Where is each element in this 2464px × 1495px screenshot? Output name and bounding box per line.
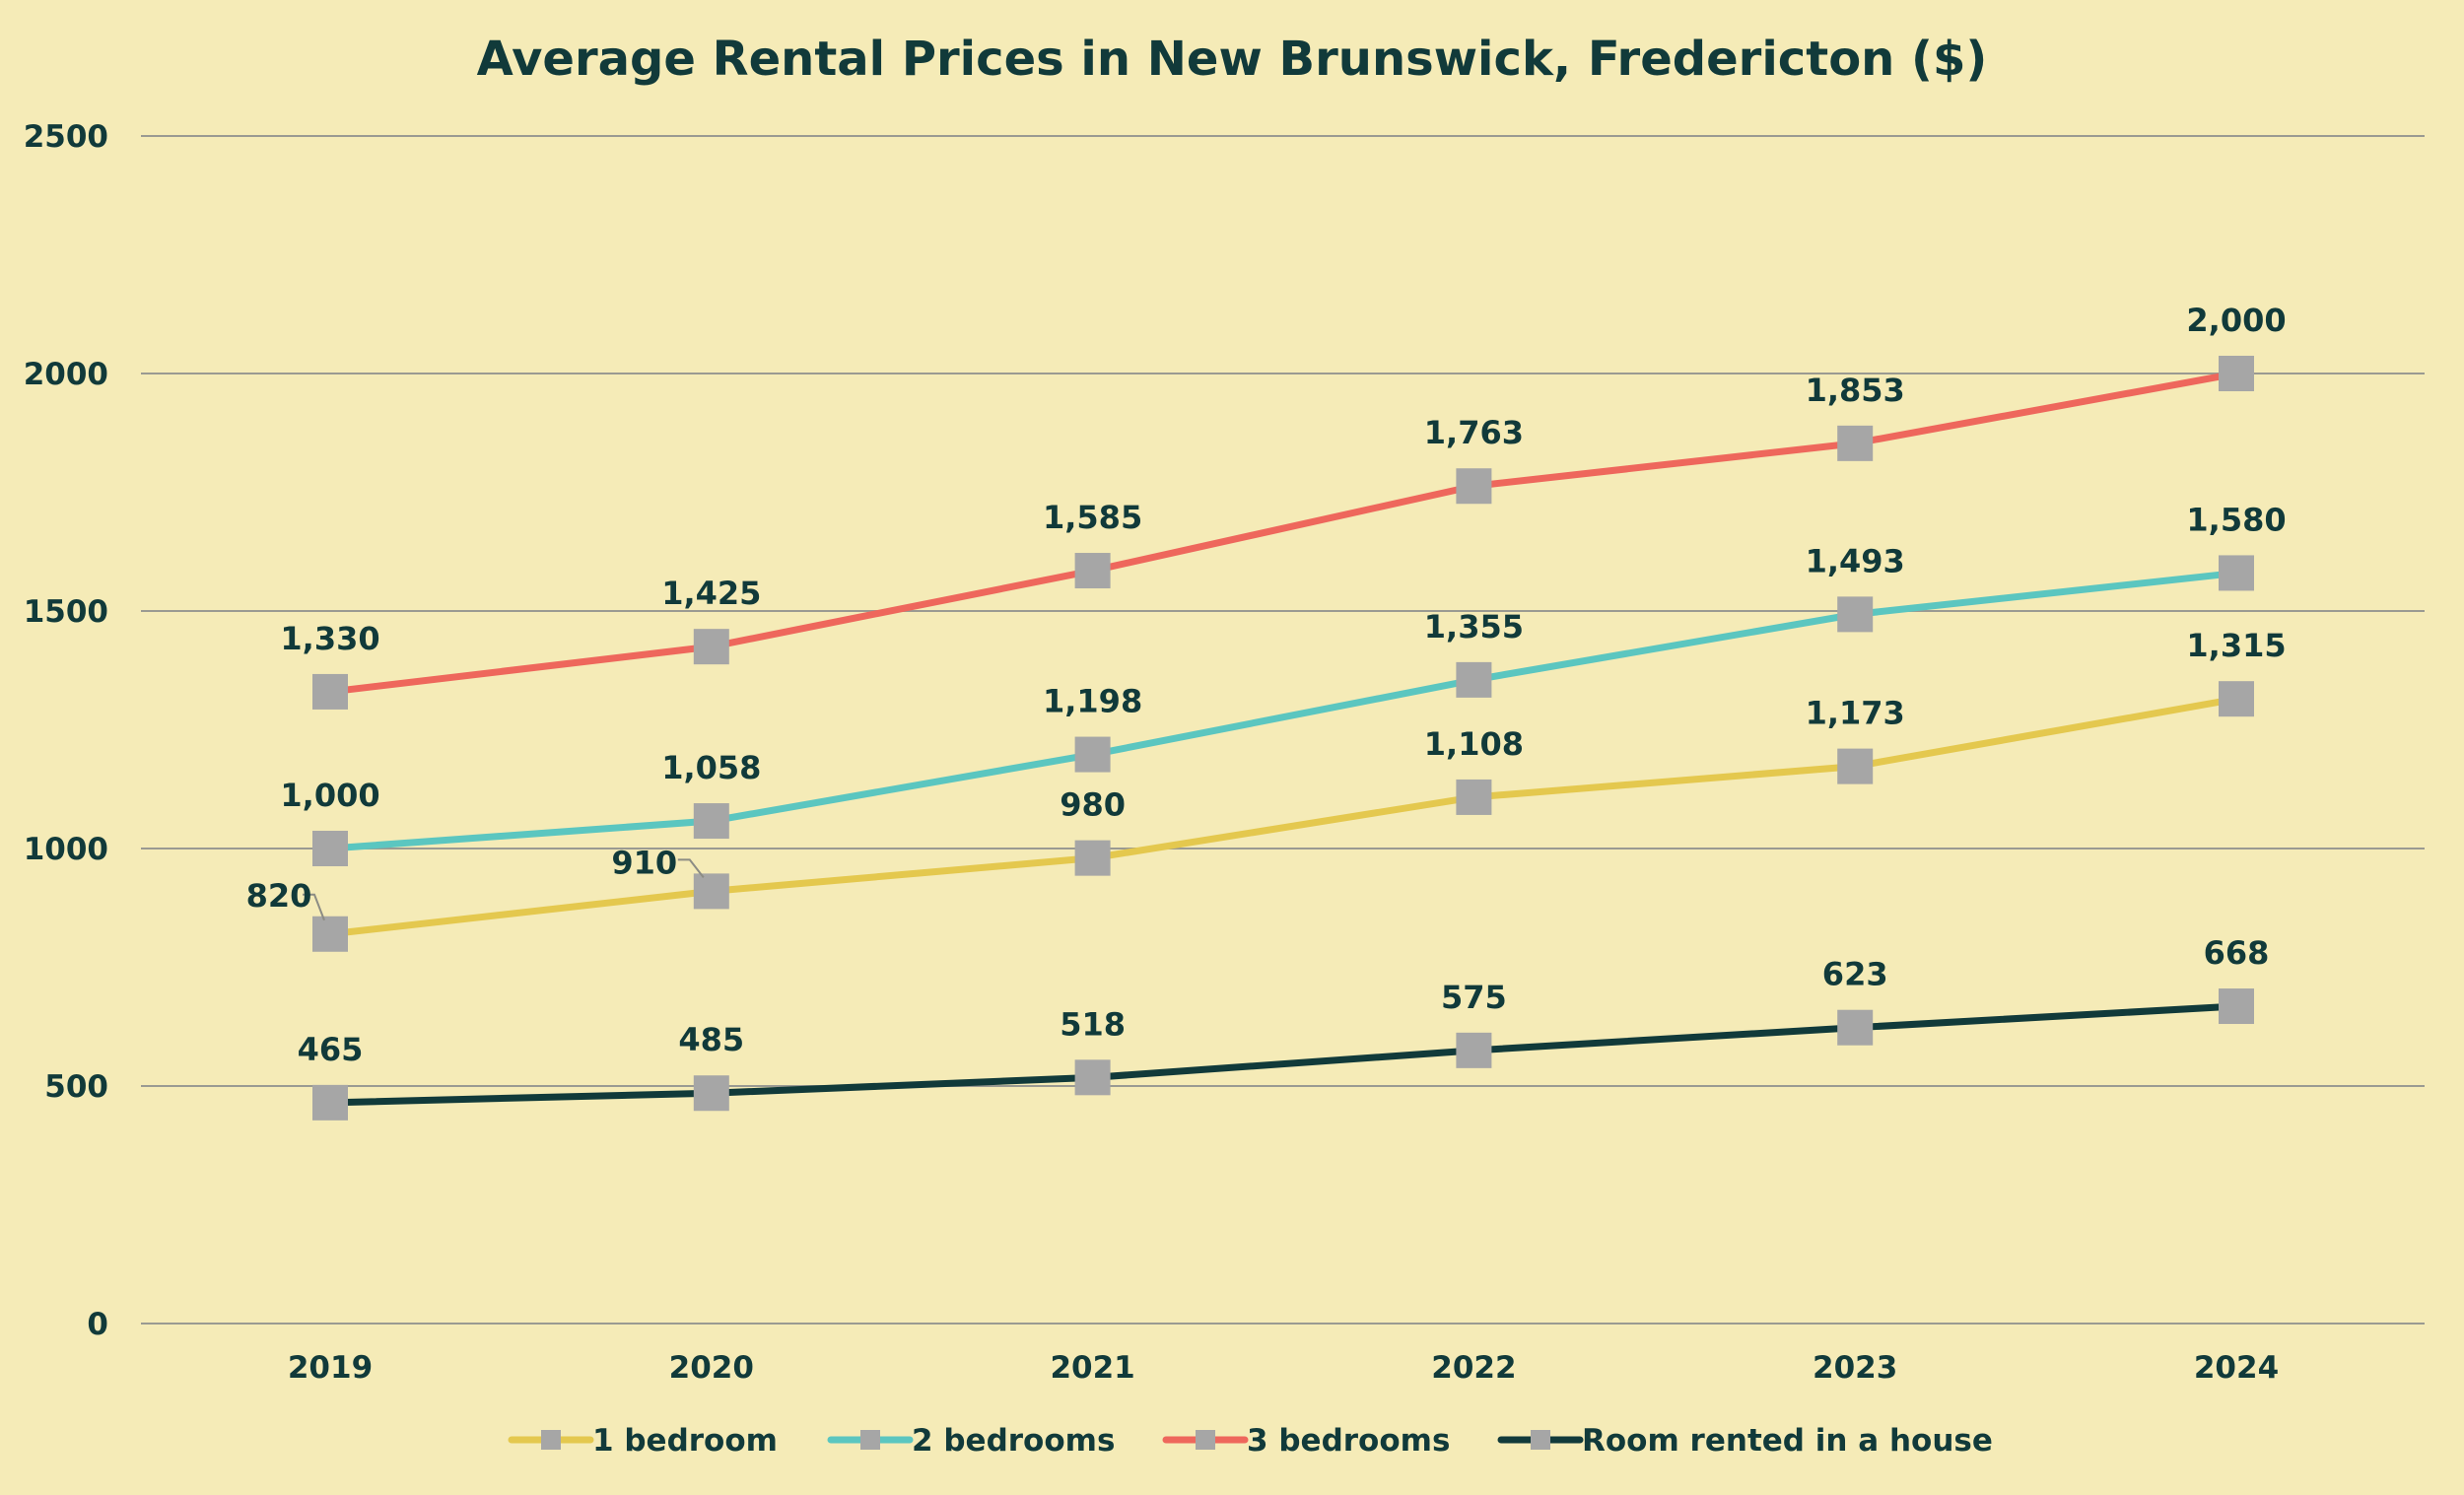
data-label-3-bedrooms-2021: 1,585 [1043, 499, 1142, 536]
x-tick-label-2019: 2019 [288, 1350, 373, 1386]
data-label-1-bedroom-2020: 910 [611, 844, 677, 881]
marker-room-rented-in-a-house-2023 [1837, 1009, 1874, 1046]
legend-marker-3-bedrooms [1196, 1430, 1215, 1450]
legend: 1 bedroom 2 bedrooms 3 bedrooms Room rented… [508, 1423, 1993, 1459]
legend-label-1-bedroom: 1 bedroom [592, 1423, 778, 1459]
marker-room-rented-in-a-house-2020 [693, 1075, 729, 1112]
marker-1-bedroom-2021 [1074, 840, 1111, 876]
series-line-3-bedrooms [326, 370, 2240, 696]
marker-1-bedroom-2020 [693, 873, 729, 910]
marker-3-bedrooms-2019 [312, 673, 348, 710]
y-tick-label-1500: 1500 [24, 594, 108, 630]
gridlines [141, 135, 2425, 1325]
y-tick-label-500: 500 [44, 1069, 108, 1105]
data-label-3-bedrooms-2023: 1,853 [1806, 372, 1905, 409]
data-label-2-bedrooms-2024: 1,580 [2186, 501, 2286, 538]
y-tick-label-1000: 1000 [24, 832, 108, 867]
x-axis-ticks: 2019 2020 2021 2022 2023 2024 [288, 1350, 2279, 1386]
marker-3-bedrooms-2020 [693, 629, 729, 665]
data-label-3-bedrooms-2024: 2,000 [2186, 302, 2286, 339]
marker-1-bedroom-2019 [312, 916, 348, 952]
legend-label-2-bedrooms: 2 bedrooms [912, 1423, 1115, 1459]
marker-room-rented-in-a-house-2019 [312, 1084, 348, 1121]
series-line-1-bedroom [326, 695, 2240, 938]
y-axis-ticks: 0 500 1000 1500 2000 2500 [24, 119, 108, 1342]
data-label-3-bedrooms-2022: 1,763 [1424, 414, 1524, 451]
data-label-room-rented-in-a-house-2020: 485 [678, 1021, 744, 1058]
x-tick-label-2023: 2023 [1813, 1350, 1897, 1386]
x-tick-label-2020: 2020 [669, 1350, 754, 1386]
data-label-room-rented-in-a-house-2022: 575 [1441, 979, 1507, 1016]
marker-2-bedrooms-2023 [1837, 596, 1874, 633]
x-tick-label-2021: 2021 [1050, 1350, 1134, 1386]
data-label-1-bedroom-2024: 1,315 [2186, 627, 2286, 664]
legend-marker-2-bedrooms [860, 1430, 880, 1450]
marker-1-bedroom-2022 [1456, 779, 1492, 815]
y-tick-label-0: 0 [87, 1307, 108, 1342]
series-lines [326, 370, 2240, 1107]
marker-1-bedroom-2023 [1837, 748, 1874, 784]
data-label-room-rented-in-a-house-2023: 623 [1822, 956, 1888, 993]
x-tick-label-2024: 2024 [2194, 1350, 2279, 1386]
data-label-2-bedrooms-2023: 1,493 [1806, 542, 1905, 579]
data-label-2-bedrooms-2022: 1,355 [1424, 608, 1524, 646]
marker-3-bedrooms-2022 [1456, 468, 1492, 505]
data-label-1-bedroom-2019: 820 [246, 877, 312, 915]
data-label-room-rented-in-a-house-2024: 668 [2204, 934, 2270, 972]
leader-line-1-bedroom-2020 [677, 858, 705, 878]
x-tick-label-2022: 2022 [1431, 1350, 1516, 1386]
legend-label-3-bedrooms: 3 bedrooms [1247, 1423, 1450, 1459]
marker-2-bedrooms-2020 [693, 803, 729, 840]
marker-room-rented-in-a-house-2021 [1074, 1059, 1111, 1096]
data-label-2-bedrooms-2021: 1,198 [1043, 683, 1142, 720]
marker-2-bedrooms-2021 [1074, 736, 1111, 773]
data-label-1-bedroom-2021: 980 [1060, 786, 1126, 824]
leader-line-1-bedroom-2019 [303, 893, 325, 921]
data-label-3-bedrooms-2019: 1,330 [280, 620, 379, 657]
legend-marker-1-bedroom [541, 1430, 561, 1450]
chart-title: Average Rental Prices in New Brunswick, … [477, 32, 1988, 87]
series-line-2-bedrooms [326, 569, 2240, 852]
series-line-room-rented-in-a-house [326, 1002, 2240, 1107]
marker-2-bedrooms-2022 [1456, 661, 1492, 698]
data-label-2-bedrooms-2019: 1,000 [280, 777, 379, 814]
marker-3-bedrooms-2024 [2219, 356, 2254, 391]
marker-3-bedrooms-2023 [1837, 425, 1874, 461]
marker-room-rented-in-a-house-2024 [2219, 988, 2254, 1025]
data-label-room-rented-in-a-house-2021: 518 [1060, 1005, 1126, 1043]
data-labels: 820 910 980 1,108 1,173 1,315 1,000 1,058 1,198 1… [246, 302, 2287, 1068]
legend-label-room-rented-in-a-house: Room rented in a house [1582, 1423, 1993, 1459]
data-label-3-bedrooms-2020: 1,425 [661, 575, 761, 612]
data-label-1-bedroom-2022: 1,108 [1424, 725, 1524, 763]
data-label-2-bedrooms-2020: 1,058 [661, 749, 761, 786]
y-tick-label-2000: 2000 [24, 357, 108, 392]
data-label-room-rented-in-a-house-2019: 465 [298, 1031, 364, 1068]
marker-2-bedrooms-2024 [2219, 555, 2254, 591]
data-label-1-bedroom-2023: 1,173 [1806, 695, 1905, 732]
marker-1-bedroom-2024 [2219, 681, 2254, 717]
marker-2-bedrooms-2019 [312, 831, 348, 866]
marker-3-bedrooms-2021 [1074, 553, 1111, 589]
y-tick-label-2500: 2500 [24, 119, 108, 155]
marker-room-rented-in-a-house-2022 [1456, 1032, 1492, 1068]
series-markers [312, 356, 2254, 1121]
legend-marker-room-rented-in-a-house [1531, 1430, 1550, 1450]
